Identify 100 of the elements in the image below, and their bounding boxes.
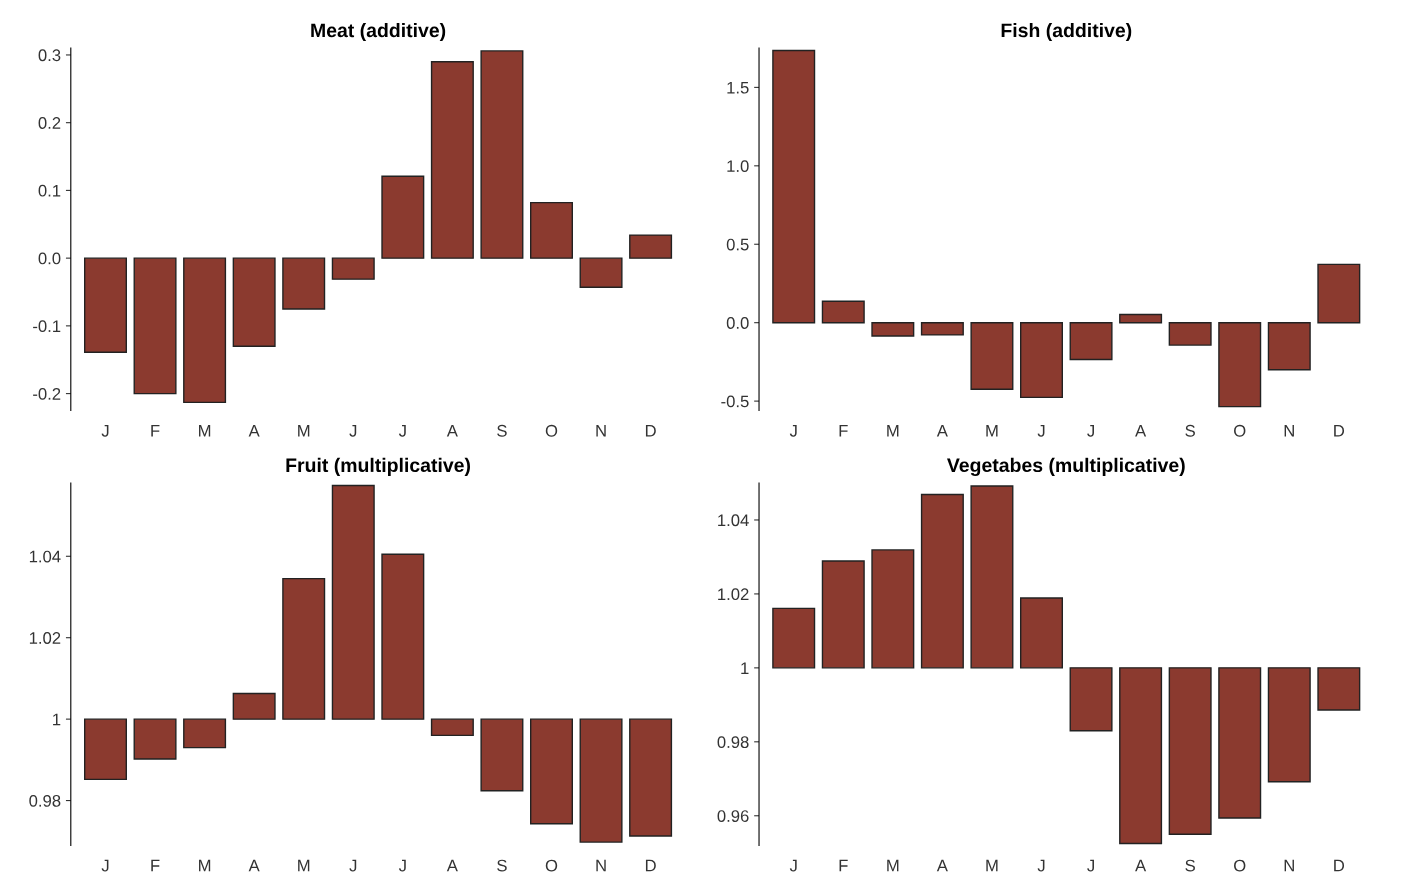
bar [871,321,915,337]
bar [232,692,276,720]
y-tick-label: 1 [53,713,61,726]
x-tick-label: M [298,425,310,437]
x-tick-label: O [545,424,558,437]
x-tick-label: D [645,859,656,872]
x-tick-label: S [497,424,507,437]
bar [331,257,375,280]
x-tick-label: A [1135,859,1147,872]
y-tick-label: 1.5 [727,81,749,94]
bar [1218,321,1262,408]
x-tick-label: F [839,859,848,872]
bar [529,201,573,259]
y-tick-label: -0.2 [33,387,61,400]
bar [1019,597,1064,669]
chart-title: Fish (additive) [1001,22,1132,42]
y-tick-label: 1 [741,662,749,674]
y-tick-label: 1.04 [29,550,61,563]
x-tick-label: M [986,425,998,437]
x-tick-label: S [1185,859,1195,872]
bar [232,257,276,347]
x-tick-label: O [1234,859,1246,872]
bar [579,257,623,288]
y-tick-label: 1.0 [727,160,749,173]
y-tick-label: 1.04 [718,514,749,527]
bar [1119,313,1163,324]
x-tick-label: A [936,425,948,437]
x-tick-label: A [446,425,458,437]
bar [1069,667,1113,732]
x-tick-label: D [1334,859,1345,872]
x-tick-label: A [936,859,948,872]
x-tick-label: A [446,859,458,872]
y-tick-label: 0.1 [38,184,61,197]
bar [970,321,1014,390]
bar [282,257,326,310]
bar [1218,667,1262,819]
y-tick-label: -0.1 [33,320,61,333]
y-tick-label: 0.3 [38,49,61,62]
x-tick-label: S [1185,424,1195,437]
bar [970,485,1014,669]
y-tick-label: -0.5 [721,395,749,408]
x-tick-label: O [545,859,558,872]
bar [1069,321,1113,361]
y-tick-label: 0.96 [717,810,749,822]
chart-title: Fruit (multiplicative) [286,457,470,476]
y-tick-label: 0.98 [29,794,61,807]
x-tick-label: J [1087,859,1094,872]
x-tick-label: D [645,425,656,437]
y-tick-label: 0.0 [726,317,749,329]
x-tick-label: M [986,859,998,872]
x-tick-label: J [398,425,406,437]
bar [331,484,375,720]
x-tick-label: N [1284,859,1294,872]
bar [579,718,623,843]
bar [1267,321,1311,371]
y-tick-label: 1.02 [29,632,61,644]
y-tick-label: 0.5 [726,238,749,251]
x-tick-label: F [151,425,160,437]
bar [920,493,964,669]
bar [1119,667,1163,845]
bar [772,607,816,669]
bar [871,549,915,669]
x-tick-label: M [298,859,310,872]
x-tick-label: A [248,859,260,872]
x-tick-label: M [887,425,899,437]
x-tick-label: S [497,859,507,872]
x-tick-label: J [101,859,109,872]
y-tick-label: 1.02 [718,588,749,601]
x-tick-label: J [1037,425,1045,437]
bar [920,321,964,336]
bar [381,175,425,259]
x-tick-label: J [101,425,109,437]
bar [772,49,816,324]
bar [133,718,177,760]
x-tick-label: F [151,859,160,872]
x-tick-label: J [789,859,797,872]
bar [480,718,524,792]
bar [83,718,127,781]
bar [430,61,474,259]
bar [480,50,524,259]
x-tick-label: F [839,425,848,437]
x-tick-label: M [887,859,899,872]
x-tick-label: A [1135,425,1147,437]
bar [1317,667,1361,711]
x-tick-label: J [1037,859,1045,872]
x-tick-label: D [1334,425,1345,437]
x-tick-label: M [199,859,211,872]
bar [1317,263,1361,324]
x-tick-label: M [199,425,211,437]
x-tick-label: J [1087,425,1094,437]
bar [629,718,673,837]
bar [430,718,474,737]
x-tick-label: J [398,859,406,872]
bar [133,257,177,395]
x-tick-label: A [248,425,260,437]
y-tick-label: 0.2 [38,117,61,129]
x-tick-label: N [596,425,606,437]
x-tick-label: J [349,859,357,872]
bar [821,560,865,669]
chart-title: Vegetabes (multiplicative) [947,457,1185,476]
